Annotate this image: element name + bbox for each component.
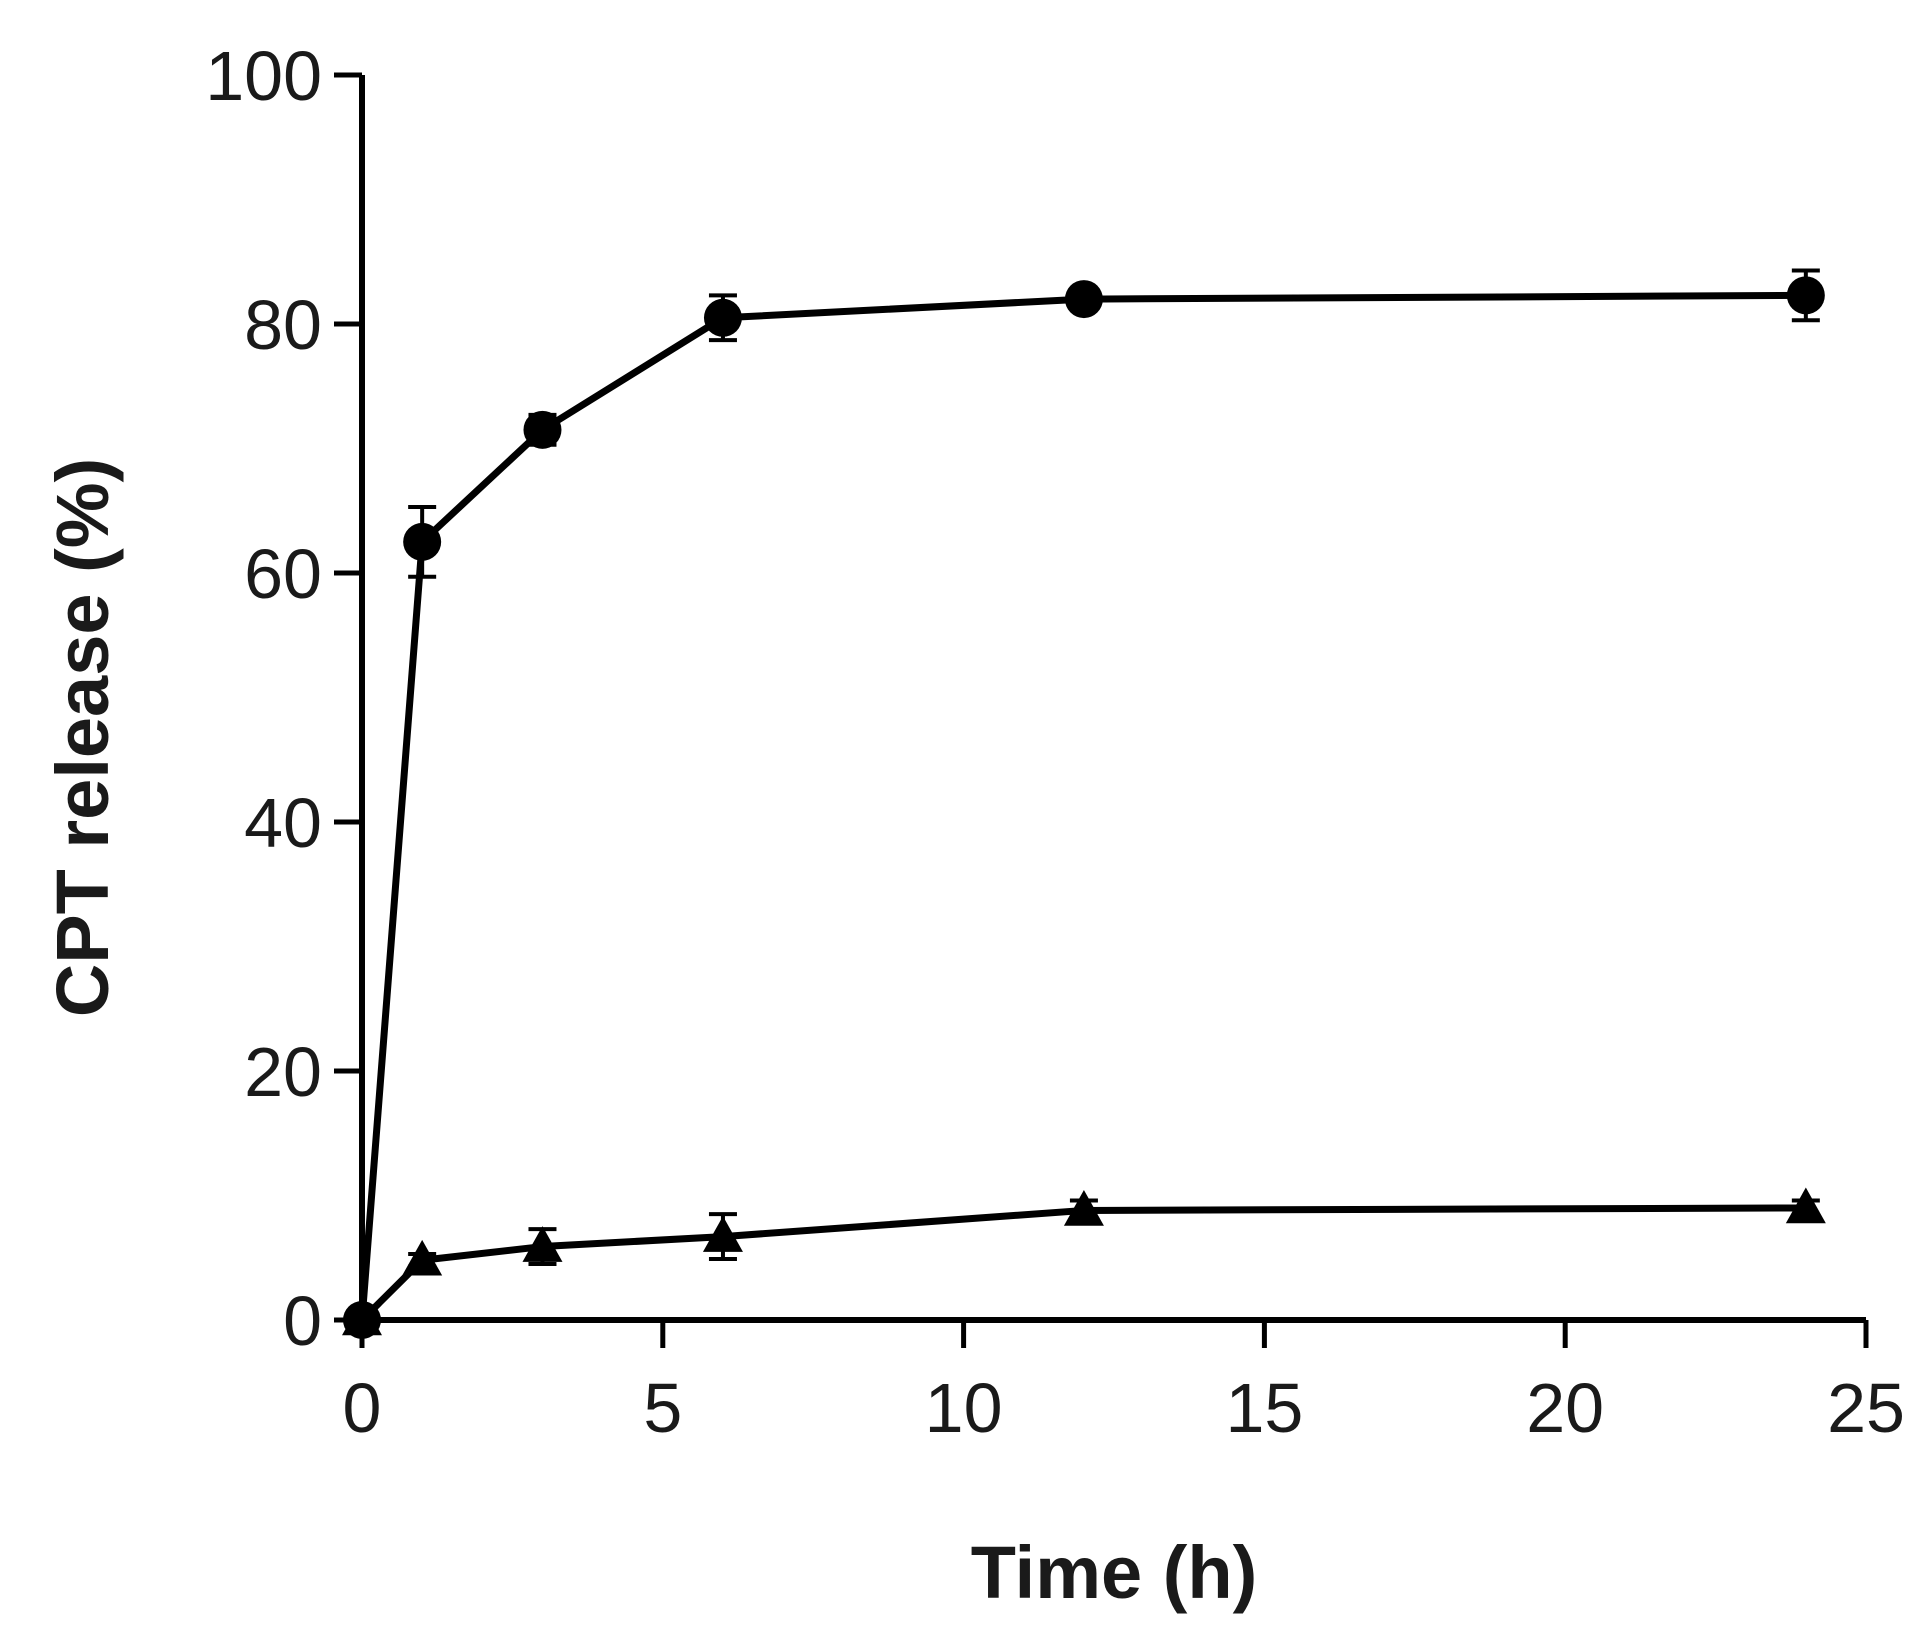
data-point [1786, 276, 1825, 315]
y-axis-ticks: 0 20 40 60 80 100 [205, 37, 362, 1360]
data-point [702, 1216, 743, 1252]
y-tick-label: 80 [244, 286, 322, 364]
y-tick-label: 100 [205, 37, 322, 115]
data-point [1064, 280, 1103, 319]
x-tick-label: 25 [1827, 1369, 1905, 1447]
y-axis-title: CPT release (%) [41, 458, 124, 1017]
y-tick-label: 20 [244, 1033, 322, 1111]
series-2 [342, 1187, 1826, 1336]
x-tick-label: 15 [1225, 1369, 1303, 1447]
y-tick-label: 40 [244, 784, 322, 862]
data-point [1063, 1190, 1104, 1226]
series-layer [342, 268, 1826, 1339]
x-tick-label: 10 [925, 1369, 1003, 1447]
data-point [342, 1299, 382, 1336]
x-axis-ticks: 0 5 10 15 20 25 [343, 1320, 1905, 1447]
x-axis-title: Time (h) [971, 1531, 1257, 1614]
data-point [403, 522, 442, 561]
y-tick-label: 0 [283, 1282, 322, 1360]
data-point [402, 1239, 443, 1276]
data-point [1785, 1187, 1826, 1224]
series-1 [343, 268, 1825, 1339]
data-point [522, 1226, 563, 1262]
x-tick-label: 20 [1526, 1369, 1604, 1447]
data-point [523, 410, 562, 449]
x-tick-label: 5 [643, 1369, 682, 1447]
y-tick-label: 60 [244, 535, 322, 613]
series-1-line [358, 291, 1806, 1321]
axes [359, 75, 1866, 1323]
x-tick-label: 0 [343, 1369, 382, 1447]
data-point [703, 298, 742, 337]
